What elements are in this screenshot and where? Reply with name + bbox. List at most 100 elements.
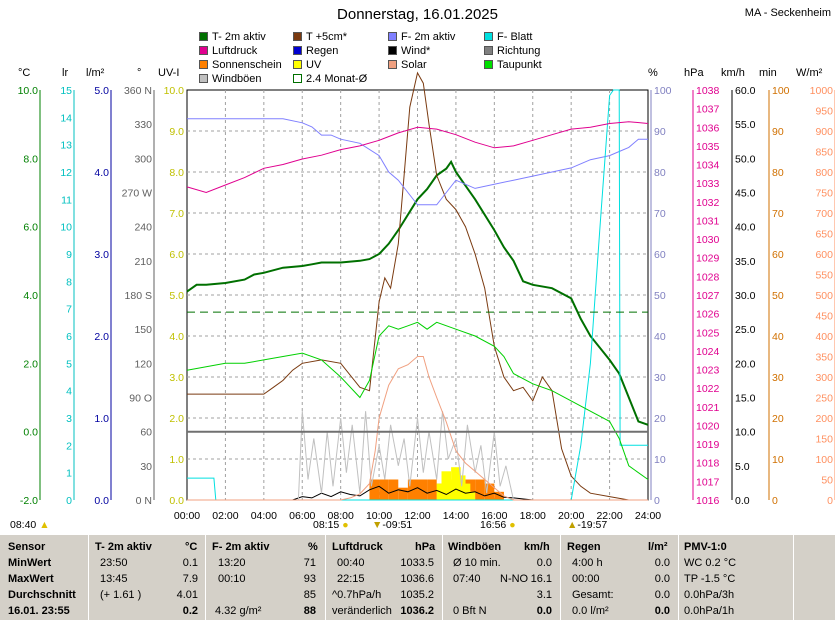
y-tick-label-leaf: 4 xyxy=(66,386,72,398)
legend-item: Richtung xyxy=(484,45,540,57)
y-tick-label-sun: 70 xyxy=(772,208,784,220)
legend-item: F- 2m aktiv xyxy=(388,31,455,43)
uv-bar xyxy=(460,483,471,500)
y-tick-label-solar: 150 xyxy=(815,434,833,446)
sunrise-time-left: 08:40 ▲ xyxy=(10,519,50,531)
y-tick-label-wind: 5.0 xyxy=(735,461,750,473)
x-tick-label: 16:00 xyxy=(481,510,507,522)
y-tick-label-press: 1032 xyxy=(696,197,720,209)
legend-swatch xyxy=(388,32,397,41)
stats-header-sensor: Sensor xyxy=(8,541,46,553)
y-tick-label-sun: 30 xyxy=(772,372,784,384)
y-tick-label-uv: 3.0 xyxy=(169,372,184,384)
legend-swatch xyxy=(293,46,302,55)
y-tick-label-press: 1027 xyxy=(696,290,720,302)
f2m-avg-val: 85 xyxy=(303,589,316,601)
y-tick-label-temp: 10.0 xyxy=(18,85,39,97)
rain-r4-val: 0.0 xyxy=(654,605,670,617)
rain-r3-val: 0.0 xyxy=(654,589,670,601)
x-tick-label: 02:00 xyxy=(212,510,238,522)
y-tick-label-leaf: 1 xyxy=(66,468,72,480)
unit-sun: min xyxy=(759,67,777,79)
y-tick-label-uv: 0.0 xyxy=(169,495,184,507)
pmv-r2: TP -1.5 °C xyxy=(684,573,736,585)
y-tick-label-leaf: 2 xyxy=(66,440,72,452)
y-tick-label-solar: 200 xyxy=(815,413,833,425)
y-tick-label-temp: 0.0 xyxy=(23,427,38,439)
x-tick-label: 22:00 xyxy=(596,510,622,522)
y-tick-label-dir: 30 xyxy=(140,461,152,473)
rain-r1-val: 0.0 xyxy=(654,557,670,569)
y-tick-label-leaf: 15 xyxy=(60,85,72,97)
y-tick-label-solar: 950 xyxy=(815,106,833,118)
y-tick-label-uv: 7.0 xyxy=(169,208,184,220)
stats-header-pmv: PMV-1:0 xyxy=(684,541,727,553)
y-tick-label-press: 1028 xyxy=(696,271,720,283)
legend-swatch xyxy=(293,60,302,69)
y-tick-label-leaf: 13 xyxy=(60,140,72,152)
y-tick-label-wind: 45.0 xyxy=(735,188,756,200)
x-tick-label: 06:00 xyxy=(289,510,315,522)
legend-label: Solar xyxy=(401,59,427,71)
y-tick-label-sun: 20 xyxy=(772,413,784,425)
legend-label: T +5cm* xyxy=(306,31,348,43)
y-tick-label-leaf: 6 xyxy=(66,331,72,343)
unit-dir: ° xyxy=(137,67,142,79)
y-tick-label-press: 1021 xyxy=(696,402,720,414)
x-tick-label: 04:00 xyxy=(251,510,277,522)
y-tick-label-press: 1025 xyxy=(696,327,720,339)
press-min-val: 1033.5 xyxy=(400,557,434,569)
y-tick-label-solar: 0 xyxy=(827,495,833,507)
stats-row-max: MaxWert xyxy=(8,573,54,585)
legend-label: Wind* xyxy=(401,45,431,57)
rain-r1-label: 4:00 h xyxy=(572,557,603,569)
y-tick-label-solar: 850 xyxy=(815,147,833,159)
gust-r2-dir: N-NO xyxy=(500,573,529,585)
unit-uv: UV-I xyxy=(158,67,180,79)
x-tick-label: 12:00 xyxy=(404,510,430,522)
y-tick-label-solar: 350 xyxy=(815,352,833,364)
y-tick-label-rain: 2.0 xyxy=(94,331,109,343)
legend-label: Sonnenschein xyxy=(212,59,282,71)
pmv-r3: 0.0hPa/3h xyxy=(684,589,735,601)
sunshine-bar xyxy=(427,479,437,500)
y-tick-label-rain: 0.0 xyxy=(94,495,109,507)
legend-label: F- 2m aktiv xyxy=(401,31,456,43)
y-tick-label-wind: 20.0 xyxy=(735,358,756,370)
rain-r2-time: 00:00 xyxy=(572,573,600,585)
y-tick-label-hum: 40 xyxy=(654,331,666,343)
y-tick-label-solar: 900 xyxy=(815,126,833,138)
legend-item: Regen xyxy=(293,45,338,57)
y-tick-label-press: 1034 xyxy=(696,160,720,172)
y-tick-label-leaf: 14 xyxy=(60,112,72,124)
y-tick-label-sun: 0 xyxy=(772,495,778,507)
sunshine-bar xyxy=(417,479,428,500)
legend-item: F- Blatt xyxy=(484,31,532,43)
series-line xyxy=(187,356,648,501)
stats-header-gust: Windböen xyxy=(448,541,502,553)
station-name: MA - Seckenheim xyxy=(744,7,831,19)
stats-header-press: Luftdruck xyxy=(332,541,383,553)
y-tick-label-hum: 90 xyxy=(654,126,666,138)
legend-swatch xyxy=(199,60,208,69)
y-tick-label-leaf: 12 xyxy=(60,167,72,179)
legend-item: 2.4 Monat-Ø xyxy=(293,73,367,85)
max-temp-time: 16:56 ● xyxy=(480,519,516,531)
y-tick-label-press: 1022 xyxy=(696,383,720,395)
uv-bar xyxy=(446,479,456,500)
stats-row-min: MinWert xyxy=(8,557,52,569)
y-tick-label-solar: 550 xyxy=(815,270,833,282)
y-tick-label-press: 1016 xyxy=(696,495,720,507)
press-now-label: veränderlich xyxy=(332,605,392,617)
y-tick-label-leaf: 8 xyxy=(66,276,72,288)
y-tick-label-sun: 50 xyxy=(772,290,784,302)
unit-hum: % xyxy=(648,67,658,79)
weather-chart: 00:00 02:00 04:00 06:00 08:00 10:00 12:00 14:00… xyxy=(18,71,835,522)
y-tick-label-leaf: 0 xyxy=(66,495,72,507)
y-tick-label-wind: 25.0 xyxy=(735,324,756,336)
gust-r3-val: 3.1 xyxy=(536,589,552,601)
y-tick-label-sun: 60 xyxy=(772,249,784,261)
stats-header-gust-unit: km/h xyxy=(524,541,550,553)
gust-r2-time: 07:40 xyxy=(453,573,481,585)
legend-item: Solar xyxy=(388,59,427,71)
